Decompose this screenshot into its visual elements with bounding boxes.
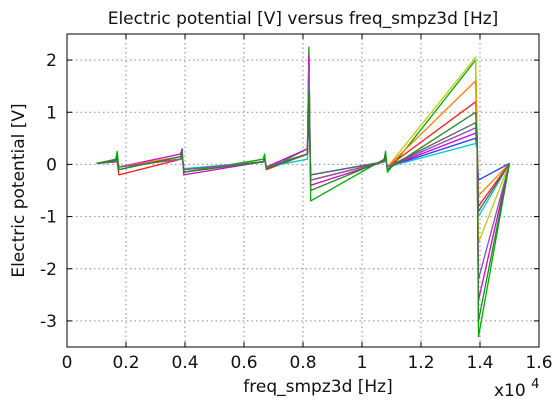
grid [67,34,539,347]
x-tick-label: 1.6 [525,353,552,373]
series-line-1 [96,116,510,181]
x-axis-multiplier: x10 4 [494,377,539,401]
series-line-9 [96,64,511,280]
y-tick-label: 1 [46,103,57,123]
y-axis-label: Electric potential [V] [9,103,29,277]
x-tick-label: 0.8 [289,353,316,373]
x-tick-label: 0.4 [171,353,198,373]
y-tick-label: -1 [40,208,57,228]
x-tick-label: 1.4 [466,353,493,373]
x-axis-label: freq_smpz3d [Hz] [243,377,392,397]
tick-layer: 0 0.2 0.4 0.6 0.8 1 1.2 1.4 1.6 2 1 0 -1 -2 -3 [40,34,553,373]
x-tick-label: 0.2 [112,353,139,373]
y-tick-label: 0 [46,155,57,175]
series-line-10 [96,90,511,322]
x-tick-label: 0.6 [230,353,257,373]
y-tick-label: 2 [46,51,57,71]
chart-title: Electric potential [V] versus freq_smpz3… [108,9,499,29]
series-layer [96,46,511,338]
y-tick-label: -2 [40,260,57,280]
x-tick-label: 0 [62,353,73,373]
y-tick-label: -3 [40,312,57,332]
x-tick-label: 1 [357,353,368,373]
x-tick-label: 1.2 [407,353,434,373]
x-axis-multiplier-exponent: 4 [531,377,539,392]
x-axis-multiplier-base: x10 [494,381,526,401]
